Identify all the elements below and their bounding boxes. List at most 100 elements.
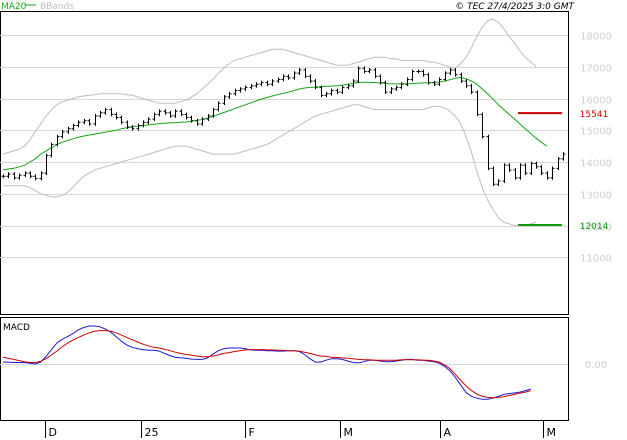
- price-bar: [200, 117, 205, 126]
- bb-upper-line: [2, 18, 537, 155]
- macd-zero-label: 0.00: [585, 360, 607, 371]
- price-bar: [539, 164, 544, 176]
- price-bar: [136, 123, 141, 131]
- price-bar: [383, 80, 388, 95]
- price-bar: [259, 80, 264, 87]
- price-bar: [432, 80, 437, 87]
- price-bar: [308, 74, 313, 83]
- support-label: 12014: [580, 222, 609, 232]
- price-bar: [222, 95, 227, 106]
- x-tick-label-1: 25: [145, 426, 159, 439]
- price-bar: [216, 101, 221, 112]
- price-bar: [480, 112, 485, 139]
- price-bar: [141, 120, 146, 128]
- price-bar: [405, 77, 410, 87]
- price-bar: [93, 114, 98, 126]
- legend-ma20: MA20: [1, 2, 27, 12]
- price-bar: [373, 68, 378, 79]
- price-bar: [71, 123, 76, 131]
- price-bar: [443, 71, 448, 82]
- price-bar: [146, 117, 151, 125]
- x-tick-label-4: A: [444, 426, 452, 439]
- price-y-axis: 11000 12000 13000 14000 15000 16000 17000 18000: [580, 32, 612, 265]
- price-bar: [227, 91, 232, 99]
- copyright-text: © TEC 27/4/2025 3:0 GMT: [455, 2, 575, 12]
- price-bar: [303, 68, 308, 79]
- y-tick-label-12000: 12000: [580, 223, 612, 234]
- price-bar: [76, 120, 81, 128]
- price-bar: [346, 83, 351, 90]
- price-bar: [281, 74, 286, 82]
- price-bar: [6, 172, 11, 179]
- price-bar: [502, 163, 507, 183]
- price-bar: [98, 110, 103, 118]
- price-bar: [523, 163, 528, 176]
- price-bars-layer: [1, 66, 566, 187]
- price-bar: [12, 172, 17, 180]
- macd-series-signal: [2, 330, 531, 399]
- price-bar: [1, 174, 6, 179]
- price-bar: [319, 85, 324, 98]
- ma20-line: [2, 76, 548, 171]
- price-bar: [173, 109, 178, 118]
- price-bar: [416, 69, 421, 74]
- price-bar: [211, 107, 216, 118]
- bbands-layer: [2, 18, 537, 226]
- price-bar: [87, 118, 92, 126]
- price-bar: [410, 69, 415, 82]
- price-bar: [399, 82, 404, 90]
- price-bar: [189, 115, 194, 123]
- macd-panel-frame: [0, 317, 569, 421]
- price-bar: [448, 68, 453, 76]
- price-bar: [324, 91, 329, 98]
- price-bar: [496, 179, 501, 187]
- price-bar: [556, 156, 561, 171]
- price-bar: [394, 85, 399, 91]
- level-lines-layer: 15541 12014: [518, 110, 609, 232]
- price-bar: [82, 118, 87, 125]
- price-bar: [389, 87, 394, 95]
- price-bar: [33, 174, 38, 181]
- price-bar: [545, 171, 550, 180]
- price-bar: [130, 125, 135, 131]
- price-bar: [297, 68, 302, 76]
- price-bar: [103, 107, 108, 115]
- price-bar: [426, 72, 431, 85]
- price-bar: [534, 161, 539, 169]
- price-bar: [157, 109, 162, 117]
- price-bar: [233, 88, 238, 96]
- price-bar: [254, 82, 259, 88]
- price-bar: [286, 74, 291, 80]
- price-bar: [119, 115, 124, 125]
- price-bar: [265, 80, 270, 87]
- price-bar: [340, 85, 345, 95]
- price-bar: [206, 114, 211, 122]
- ma20-layer: [2, 76, 548, 171]
- resistance-label: 15541: [580, 110, 609, 120]
- y-tick-label-15000: 15000: [580, 127, 612, 138]
- y-tick-label-11000: 11000: [580, 254, 612, 265]
- price-bar: [270, 79, 275, 87]
- price-bar: [351, 79, 356, 88]
- price-bar: [513, 168, 518, 180]
- price-bar: [469, 83, 474, 95]
- y-tick-label-16000: 16000: [580, 96, 612, 107]
- price-bar: [249, 83, 254, 90]
- y-tick-label-14000: 14000: [580, 159, 612, 170]
- y-tick-label-17000: 17000: [580, 64, 612, 75]
- macd-title: MACD: [3, 323, 30, 333]
- price-bar: [362, 66, 367, 74]
- price-bar: [49, 142, 54, 158]
- price-bar: [60, 129, 65, 139]
- price-bar: [163, 109, 168, 115]
- price-bar: [453, 68, 458, 77]
- price-bar: [437, 77, 442, 87]
- price-bar: [313, 79, 318, 90]
- price-bar: [518, 163, 523, 180]
- price-bar: [109, 107, 114, 117]
- price-bar: [125, 120, 130, 129]
- price-bar: [561, 152, 566, 161]
- macd-series-macd: [3, 325, 531, 400]
- price-bar: [17, 173, 22, 180]
- macd-layer: [2, 325, 531, 400]
